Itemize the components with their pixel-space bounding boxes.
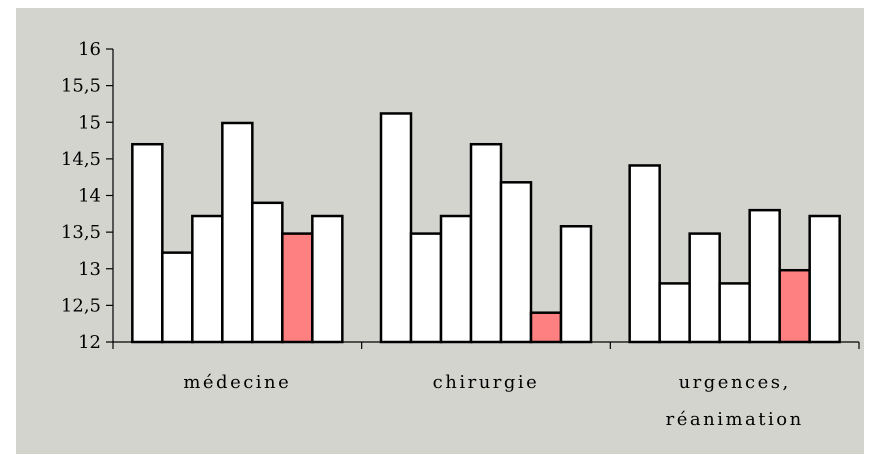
bar-group3-bar2 (658, 282, 691, 344)
bar-group1-bar3 (191, 214, 224, 344)
bar-group1-bar1 (131, 142, 164, 344)
bar-group2-bar5 (499, 181, 533, 344)
y-tick-label-6: 14,5 (61, 149, 101, 170)
y-tick-label-2: 12,5 (61, 295, 101, 316)
bar-group2-bar3 (439, 214, 473, 344)
y-tick-label-1: 12 (78, 332, 101, 353)
category-label-3-line2: réanimation (666, 409, 804, 430)
y-tick-label-3: 13 (78, 259, 101, 280)
y-tick-label-8: 15,5 (61, 76, 101, 97)
bar-group1-bar2 (161, 251, 194, 344)
y-tick-label-5: 14 (78, 186, 101, 207)
bar-group2-bar7 (559, 225, 593, 344)
category-label-1-line1: médecine (183, 372, 291, 393)
bar-group1-bar7 (311, 214, 344, 344)
bar-group1-bar6 (281, 232, 314, 344)
bar-group3-bar5 (748, 208, 781, 344)
bar-group2-bar2 (409, 232, 443, 344)
bar-group3-bar1 (628, 164, 661, 344)
bar-group3-bar3 (688, 232, 721, 344)
bar-group3-bar4 (718, 282, 751, 344)
y-tick-label-4: 13,5 (61, 222, 101, 243)
bar-group2-bar4 (469, 142, 503, 344)
bar-group3-bar6 (778, 268, 811, 344)
y-tick-label-9: 16 (78, 39, 101, 60)
y-tick-label-7: 15 (78, 112, 101, 133)
bar-group2-bar6 (529, 311, 563, 344)
category-label-3-line1: urgences, (679, 372, 791, 393)
category-label-2-line1: chirurgie (433, 372, 540, 393)
bar-group1-bar4 (221, 121, 254, 344)
bar-group2-bar1 (379, 112, 413, 344)
bar-group3-bar7 (808, 214, 841, 344)
bar-group1-bar5 (251, 201, 284, 344)
